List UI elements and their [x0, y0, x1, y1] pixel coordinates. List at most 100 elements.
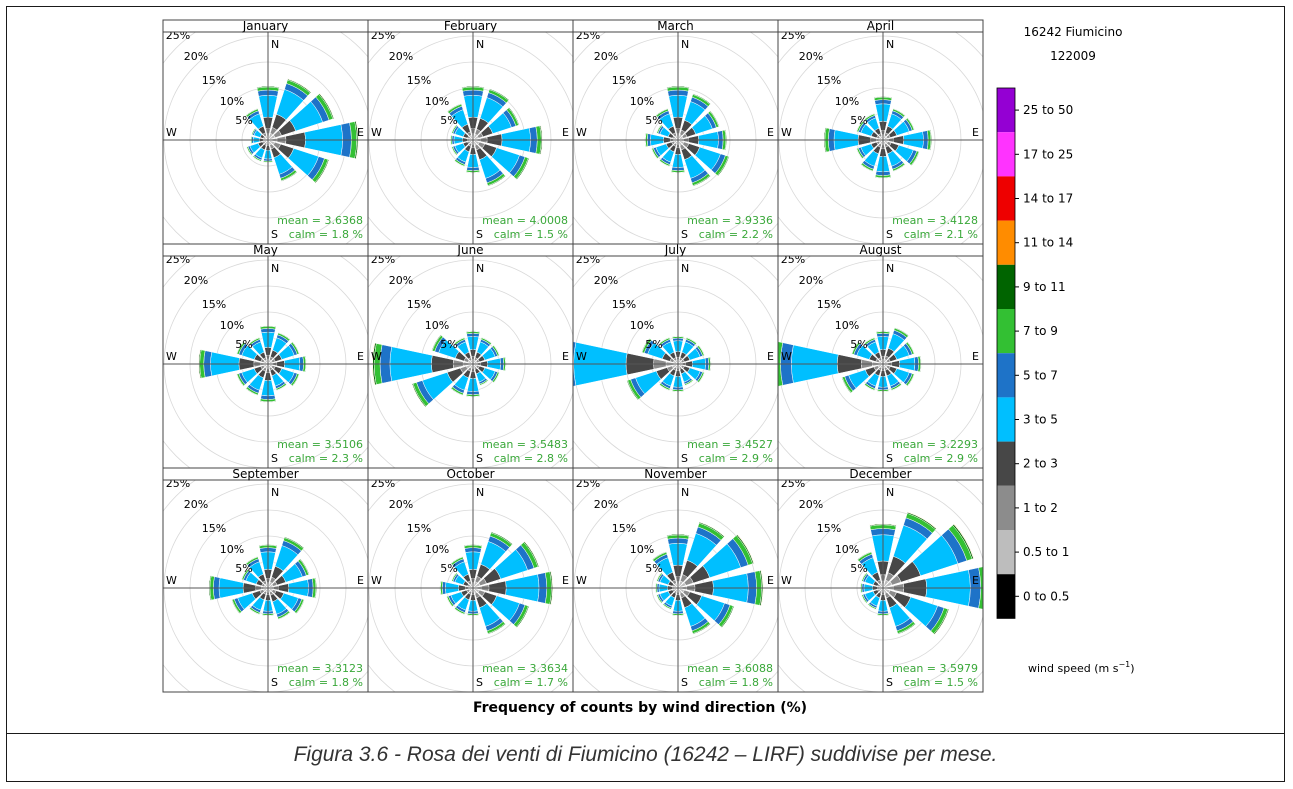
radial-label: 20%	[184, 498, 208, 511]
radial-label: 10%	[835, 543, 859, 556]
petal-segment	[709, 110, 720, 128]
petal-segment	[626, 380, 639, 401]
petal-segment	[644, 132, 647, 148]
petal-segment	[671, 390, 685, 393]
radial-label: 15%	[817, 298, 841, 311]
petal-segment	[717, 156, 730, 177]
compass-label: S	[271, 228, 278, 241]
petal-segment	[876, 390, 890, 393]
panel-border	[777, 467, 984, 693]
mean-speed: mean = 3.9336	[687, 214, 773, 227]
legend-label: 17 to 25	[1023, 147, 1073, 161]
petal-segment	[208, 575, 212, 601]
radial-label: 20%	[389, 50, 413, 63]
compass-label: W	[576, 126, 587, 139]
legend-swatch	[997, 309, 1015, 354]
petal-segment	[573, 341, 577, 387]
petal-segment	[231, 599, 241, 614]
petal-segment	[431, 334, 442, 352]
legend-swatch	[997, 574, 1015, 619]
radial-label: 0%	[362, 464, 379, 477]
compass-label: N	[476, 486, 484, 499]
radial-label: 20%	[594, 274, 618, 287]
compass-label: N	[271, 262, 279, 275]
panel-title: January	[242, 19, 289, 33]
legend-label: 7 to 9	[1023, 324, 1058, 338]
petal-segment	[906, 341, 915, 355]
compass-label: W	[166, 574, 177, 587]
station-name: 16242 Fiumicino	[1024, 25, 1123, 39]
compass-label: N	[886, 486, 894, 499]
radial-label: 15%	[202, 298, 226, 311]
legend-swatch	[997, 264, 1015, 309]
calm-percent: calm = 1.7 %	[494, 676, 568, 689]
petal-segment	[666, 533, 690, 537]
radial-label: 15%	[612, 522, 636, 535]
radial-label: 5%	[235, 114, 252, 127]
petal-segment	[863, 384, 875, 391]
petal-segment	[439, 580, 442, 596]
petal-segment	[823, 127, 827, 153]
legend-label: 9 to 11	[1023, 280, 1066, 294]
calm-percent: calm = 2.3 %	[289, 452, 363, 465]
petal-segment	[465, 330, 481, 333]
compass-label: S	[886, 452, 893, 465]
compass-label: W	[576, 350, 587, 363]
panel-title: May	[253, 243, 278, 257]
compass-label: N	[681, 38, 689, 51]
panel-title: November	[644, 467, 706, 481]
compass-label: E	[767, 126, 774, 139]
petal-segment	[280, 171, 298, 182]
panel-title: June	[456, 243, 483, 257]
panel-title: February	[444, 19, 497, 33]
radial-label: 5%	[645, 562, 662, 575]
petal-segment	[276, 384, 288, 391]
compass-label: E	[357, 350, 364, 363]
petal-segment	[841, 376, 852, 394]
mean-speed: mean = 3.4527	[687, 438, 773, 451]
petal-segment	[355, 120, 359, 160]
radial-label: 5%	[235, 338, 252, 351]
petal-segment	[259, 400, 277, 403]
petal-segment	[892, 163, 906, 172]
compass-label: N	[886, 262, 894, 275]
compass-label: S	[886, 676, 893, 689]
petal-segment	[481, 337, 493, 344]
radial-label: 15%	[407, 522, 431, 535]
petal-segment	[656, 572, 662, 582]
compass-label: W	[166, 126, 177, 139]
compass-label: W	[781, 574, 792, 587]
petal-segment	[699, 521, 725, 537]
petal-segment	[465, 171, 481, 174]
petal-segment	[466, 614, 480, 617]
calm-percent: calm = 2.9 %	[699, 452, 773, 465]
radial-label: 25%	[781, 477, 805, 490]
petal-segment	[508, 107, 520, 126]
compass-label: W	[781, 350, 792, 363]
petal-segment	[449, 134, 452, 146]
compass-label: E	[972, 350, 979, 363]
compass-label: S	[681, 452, 688, 465]
petal-segment	[315, 159, 330, 184]
compass-label: S	[271, 676, 278, 689]
compass-label: N	[886, 38, 894, 51]
radial-label: 10%	[220, 95, 244, 108]
petal-segment	[411, 383, 426, 408]
radial-label: 20%	[389, 274, 413, 287]
compass-label: E	[767, 350, 774, 363]
legend-label: 1 to 2	[1023, 501, 1058, 515]
petal-segment	[489, 88, 510, 101]
petal-segment	[666, 85, 690, 89]
compass-label: N	[476, 262, 484, 275]
petal-segment	[248, 608, 260, 615]
calm-percent: calm = 1.5 %	[904, 676, 978, 689]
compass-label: E	[562, 126, 569, 139]
legend-swatch	[997, 353, 1015, 398]
petal-segment	[894, 327, 909, 337]
petal-segment	[245, 387, 259, 396]
